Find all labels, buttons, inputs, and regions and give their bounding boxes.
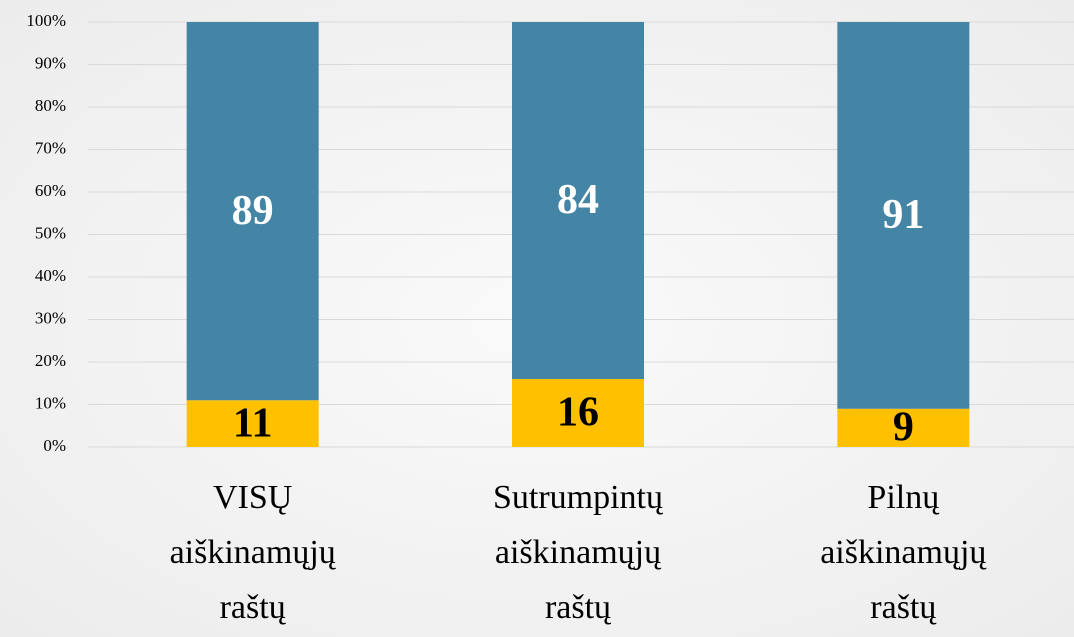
x-tick-label: Sutrumpintų aiškinamųjų raštų	[493, 479, 664, 626]
bar-segment	[512, 22, 644, 379]
y-tick-label: 30%	[35, 308, 66, 327]
y-tick-label: 40%	[35, 266, 66, 285]
y-tick-label: 10%	[35, 393, 66, 412]
data-label: 11	[233, 400, 273, 446]
bar-segment	[512, 379, 644, 447]
y-tick-label: 60%	[35, 181, 66, 200]
x-tick-label: VISŲ aiškinamųjų raštų	[170, 479, 337, 626]
data-label: 84	[557, 177, 599, 223]
y-tick-label: 50%	[35, 223, 66, 242]
y-tick-label: 90%	[35, 53, 66, 72]
data-label: 16	[557, 390, 599, 436]
data-label: 91	[882, 192, 924, 238]
data-label: 9	[893, 405, 914, 451]
y-tick-label: 70%	[35, 138, 66, 157]
y-tick-label: 100%	[26, 11, 66, 30]
bar-segment	[837, 22, 970, 409]
y-tick-label: 20%	[35, 351, 66, 370]
y-tick-label: 0%	[43, 436, 66, 455]
y-tick-label: 80%	[35, 96, 66, 115]
bar-segment	[837, 408, 970, 447]
bar-segment	[186, 400, 319, 447]
data-label: 89	[232, 188, 274, 234]
bar-segment	[186, 22, 319, 401]
x-tick-label: Pilnų aiškinamųjų raštų	[820, 479, 987, 626]
